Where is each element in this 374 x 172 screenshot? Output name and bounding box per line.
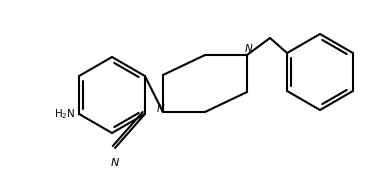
Text: N: N xyxy=(157,104,165,114)
Text: N: N xyxy=(111,158,119,168)
Text: H$_2$N: H$_2$N xyxy=(53,107,75,121)
Text: N: N xyxy=(245,44,253,54)
